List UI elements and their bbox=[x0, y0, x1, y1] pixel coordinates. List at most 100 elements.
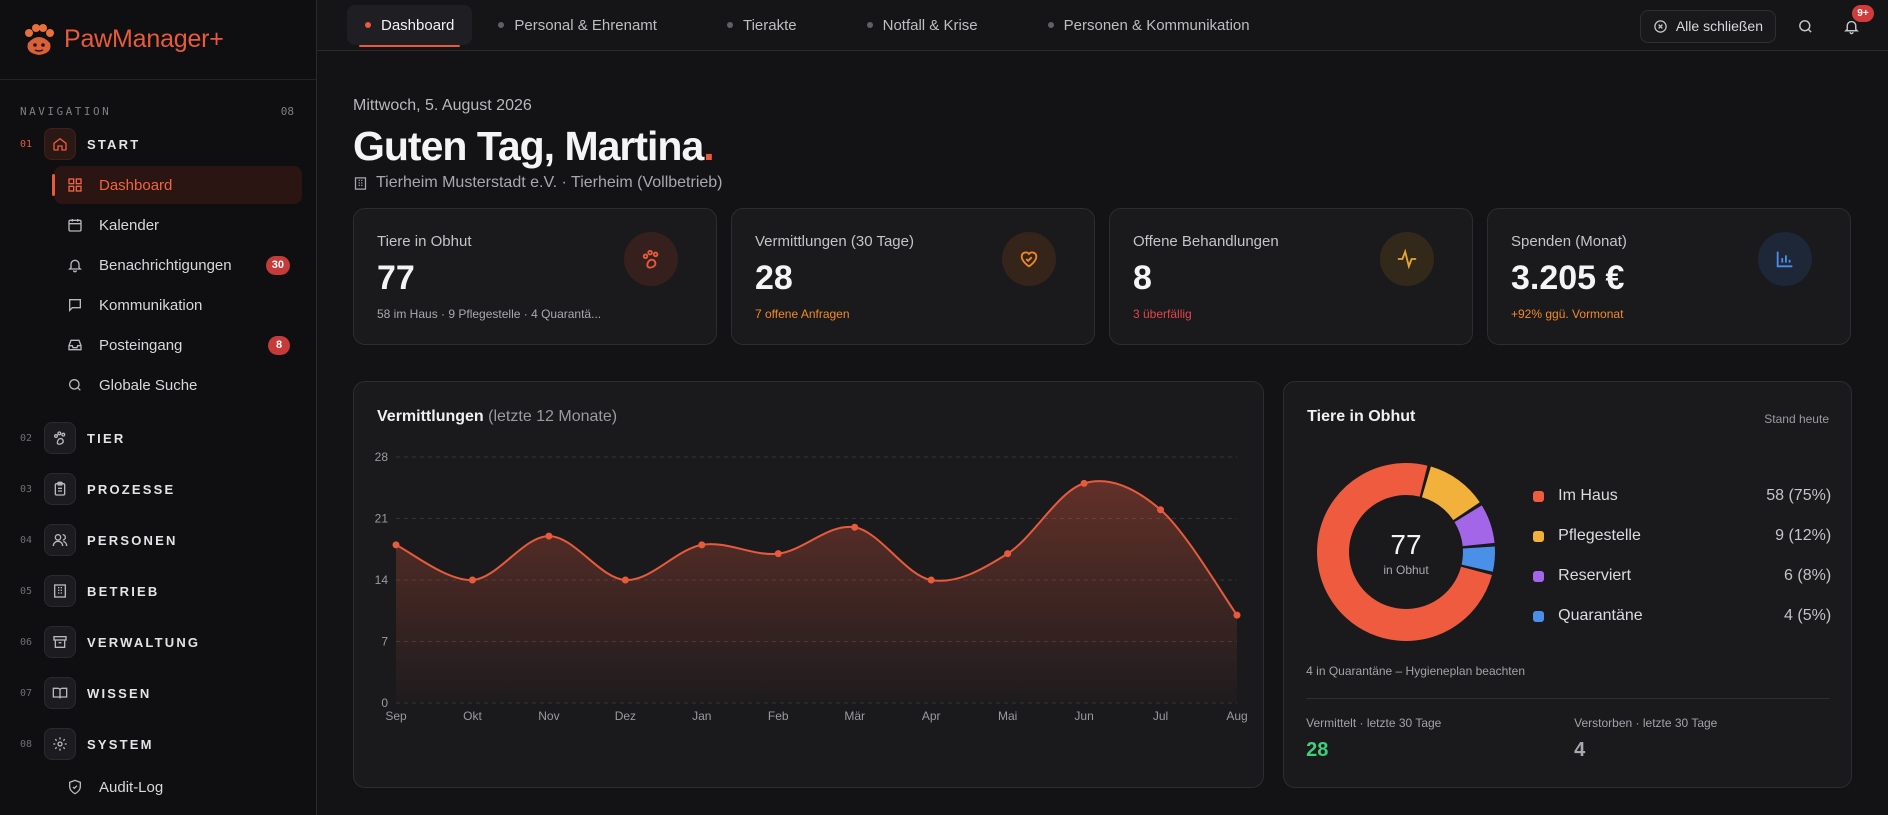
data-point[interactable] bbox=[468, 576, 476, 584]
nav-group-number: 07 bbox=[20, 687, 33, 699]
sidebar: PawManager+ NAVIGATION 08 01 START Dashb… bbox=[0, 0, 317, 815]
nav-group-label: WISSEN bbox=[87, 685, 152, 701]
logo[interactable]: PawManager+ bbox=[0, 0, 316, 80]
stat-value: 4 bbox=[1574, 739, 1586, 761]
data-point[interactable] bbox=[774, 550, 782, 558]
kpi-card-vermittlungen[interactable]: Vermittlungen (30 Tage) 28 7 offene Anfr… bbox=[731, 208, 1095, 345]
nav-group-start[interactable]: 01 START bbox=[0, 128, 316, 160]
sidebar-item-benachrichtigungen[interactable]: Benachrichtigungen 30 bbox=[54, 246, 302, 284]
paw-icon bbox=[624, 232, 678, 286]
nav-group-number: 08 bbox=[20, 738, 33, 750]
legend-item-quarantaene: Quarantäne 4 (5%) bbox=[1533, 596, 1831, 636]
nav-group-tier[interactable]: 02 TIER bbox=[0, 422, 316, 454]
organization-name: Tierheim Musterstadt e.V. · Tierheim (Vo… bbox=[376, 174, 723, 191]
x-tick-label: Aug bbox=[1226, 709, 1247, 723]
bell-icon bbox=[66, 256, 84, 274]
nav-group-count: 08 bbox=[280, 105, 294, 118]
sidebar-item-dashboard[interactable]: Dashboard bbox=[52, 166, 302, 204]
close-circle-icon bbox=[1654, 19, 1667, 33]
data-point[interactable] bbox=[927, 576, 935, 584]
nav-group-personen[interactable]: 04 PERSONEN bbox=[0, 524, 316, 556]
pulse-icon bbox=[1380, 232, 1434, 286]
kpi-card-offene-behandlungen[interactable]: Offene Behandlungen 8 3 überfällig bbox=[1109, 208, 1473, 345]
greeting-dot: . bbox=[703, 123, 714, 169]
nav-group-verwaltung[interactable]: 06 VERWALTUNG bbox=[0, 626, 316, 658]
nav-group-prozesse[interactable]: 03 PROZESSE bbox=[0, 473, 316, 505]
tab-personen-kommunikation[interactable]: Personen & Kommunikation bbox=[1030, 5, 1268, 45]
data-point[interactable] bbox=[1080, 479, 1088, 487]
notifications-button[interactable]: 9+ bbox=[1834, 5, 1874, 43]
donut-segment[interactable] bbox=[1317, 463, 1496, 642]
nav-group-number: 01 bbox=[20, 138, 33, 150]
adoptions-chart-card: Vermittlungen (letzte 12 Monate) 0 7 14 21 2… bbox=[353, 381, 1265, 788]
gear-icon bbox=[44, 728, 76, 760]
data-point[interactable] bbox=[621, 576, 629, 584]
nav-group-wissen[interactable]: 07 WISSEN bbox=[0, 677, 316, 709]
x-tick-label: Jul bbox=[1153, 709, 1168, 723]
x-tick-label: Feb bbox=[768, 709, 789, 723]
chart-title-text: Vermittlungen bbox=[377, 408, 484, 425]
sidebar-item-kalender[interactable]: Kalender bbox=[54, 206, 302, 244]
building-icon bbox=[44, 575, 76, 607]
bar-chart-icon bbox=[1758, 232, 1812, 286]
sidebar-item-audit-log[interactable]: Audit-Log bbox=[54, 768, 302, 806]
y-tick-label: 7 bbox=[381, 635, 388, 649]
data-point[interactable] bbox=[545, 532, 553, 540]
legend-swatch bbox=[1533, 570, 1545, 582]
search-button[interactable] bbox=[1788, 9, 1822, 43]
data-point[interactable] bbox=[392, 541, 400, 549]
y-tick-label: 28 bbox=[375, 450, 389, 464]
kpi-value: 3.205 € bbox=[1511, 259, 1625, 297]
donut-legend: Im Haus 58 (75%) Pflegestelle 9 (12%) Rese… bbox=[1533, 476, 1831, 636]
greeting-text: Guten Tag, Martina bbox=[353, 123, 704, 169]
sidebar-item-globale-suche[interactable]: Globale Suche bbox=[54, 366, 302, 404]
data-point[interactable] bbox=[1157, 506, 1165, 514]
paw-icon bbox=[44, 422, 76, 454]
kpi-subtext: +92% ggü. Vormonat bbox=[1511, 307, 1624, 321]
current-date: Mittwoch, 5. August 2026 bbox=[353, 97, 532, 114]
archive-icon bbox=[44, 626, 76, 658]
data-point[interactable] bbox=[1233, 611, 1241, 619]
search-icon bbox=[1798, 19, 1812, 33]
tab-tierakte[interactable]: Tierakte bbox=[709, 5, 815, 45]
data-point[interactable] bbox=[851, 523, 859, 531]
shield-icon bbox=[66, 778, 84, 796]
area-fill bbox=[396, 481, 1237, 703]
sidebar-item-kommunikation[interactable]: Kommunikation bbox=[54, 286, 302, 324]
close-all-tabs-button[interactable]: Alle schließen bbox=[1639, 9, 1776, 43]
kpi-label: Offene Behandlungen bbox=[1133, 233, 1279, 250]
tab-notfall-krise[interactable]: Notfall & Krise bbox=[849, 5, 996, 45]
sidebar-item-label: Globale Suche bbox=[99, 376, 198, 394]
users-icon bbox=[44, 524, 76, 556]
kpi-subtext: 3 überfällig bbox=[1133, 307, 1192, 321]
kpi-card-spenden[interactable]: Spenden (Monat) 3.205 € +92% ggü. Vormon… bbox=[1487, 208, 1851, 345]
y-tick-label: 21 bbox=[375, 512, 389, 526]
x-tick-label: Okt bbox=[463, 709, 482, 723]
legend-label: Im Haus bbox=[1558, 487, 1618, 504]
nav-group-system[interactable]: 08 SYSTEM bbox=[0, 728, 316, 760]
sidebar-item-label: Posteingang bbox=[99, 336, 183, 354]
x-tick-label: Apr bbox=[922, 709, 941, 723]
close-all-label: Alle schließen bbox=[1675, 18, 1763, 34]
tab-dot-icon bbox=[726, 22, 733, 28]
sidebar-item-posteingang[interactable]: Posteingang 8 bbox=[54, 326, 302, 364]
nav-group-label: PERSONEN bbox=[87, 532, 178, 548]
data-point[interactable] bbox=[1004, 550, 1012, 558]
nav-group-betrieb[interactable]: 05 BETRIEB bbox=[0, 575, 316, 607]
tab-personal-ehrenamt[interactable]: Personal & Ehrenamt bbox=[480, 5, 675, 45]
y-tick-label: 0 bbox=[381, 696, 388, 710]
legend-label: Reserviert bbox=[1558, 567, 1632, 584]
tab-dashboard[interactable]: Dashboard bbox=[347, 5, 473, 47]
tab-dot-icon bbox=[1047, 22, 1054, 28]
kpi-card-tiere-in-obhut[interactable]: Tiere in Obhut 77 58 im Haus · 9 Pfleges… bbox=[353, 208, 717, 345]
sidebar-item-label: Audit-Log bbox=[99, 778, 164, 796]
book-icon bbox=[44, 677, 76, 709]
series-line bbox=[395, 480, 1238, 616]
count-badge: 8 bbox=[268, 335, 290, 355]
clipboard-icon bbox=[44, 473, 76, 505]
legend-swatch bbox=[1533, 490, 1545, 502]
stat-value: 28 bbox=[1306, 739, 1329, 761]
data-point[interactable] bbox=[698, 541, 706, 549]
kpi-label: Vermittlungen (30 Tage) bbox=[755, 233, 914, 250]
grid-icon bbox=[66, 176, 84, 194]
